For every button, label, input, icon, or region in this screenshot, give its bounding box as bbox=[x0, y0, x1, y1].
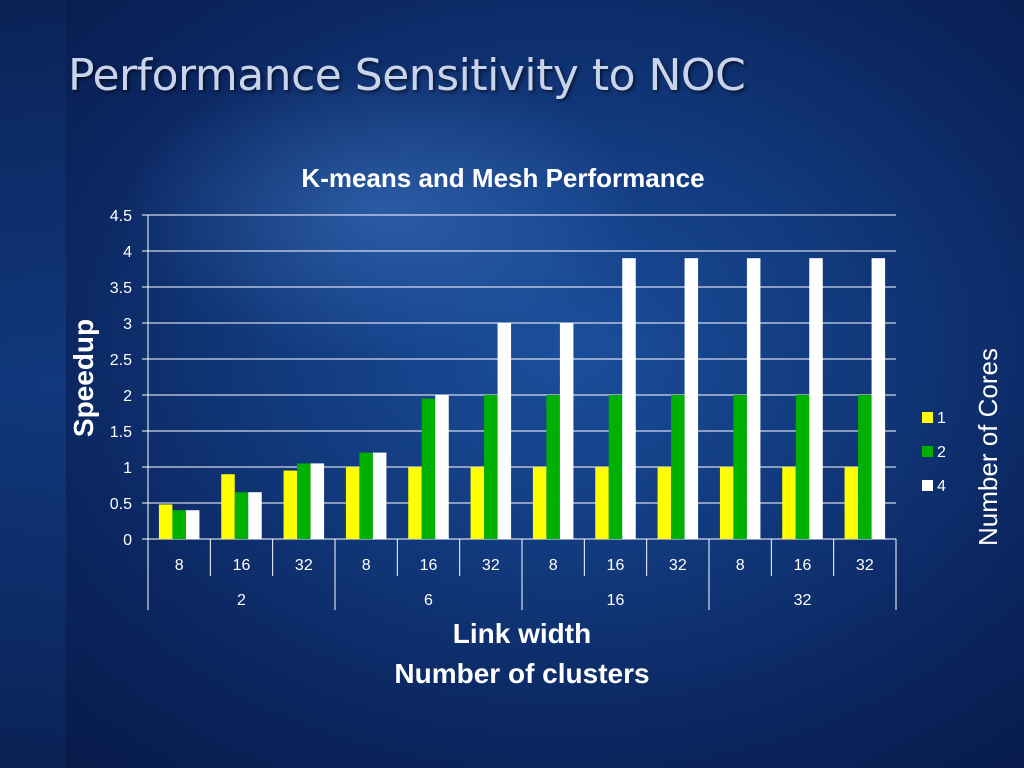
bar-series-2-cat-9 bbox=[671, 395, 685, 539]
bar-series-4-cat-6 bbox=[497, 323, 512, 539]
y-tick-label: 1 bbox=[123, 460, 132, 477]
left-accent-band bbox=[0, 0, 66, 768]
legend-swatch-1 bbox=[922, 412, 933, 423]
bar-series-2-cat-5 bbox=[421, 398, 436, 539]
x-tick-label: 32 bbox=[482, 557, 500, 574]
bar-series-1-cat-7 bbox=[532, 467, 547, 539]
legend-title: Number of Cores bbox=[973, 348, 1003, 546]
y-tick-label: 0.5 bbox=[110, 496, 132, 513]
y-tick-label: 3 bbox=[123, 316, 132, 333]
bar-series-4-cat-10 bbox=[746, 258, 761, 539]
legend-label-4: 4 bbox=[937, 478, 946, 495]
background-glow bbox=[120, 60, 640, 360]
x-tick-label: 16 bbox=[794, 557, 812, 574]
bar-series-1-cat-9 bbox=[657, 467, 672, 539]
bar-series-2-cat-8 bbox=[608, 395, 623, 539]
bar-series-4-cat-1 bbox=[185, 510, 200, 539]
x-tick-label: 16 bbox=[420, 557, 438, 574]
y-axis-title: Speedup bbox=[68, 319, 99, 437]
legend-label-2: 2 bbox=[937, 444, 946, 461]
y-tick-label: 1.5 bbox=[110, 424, 132, 441]
group-label: 6 bbox=[424, 592, 433, 609]
bar-series-2-cat-2 bbox=[234, 492, 249, 539]
bar-series-4-cat-12 bbox=[871, 258, 886, 539]
x-tick-label: 8 bbox=[175, 557, 184, 574]
x-tick-label: 8 bbox=[736, 557, 745, 574]
bar-series-4-cat-5 bbox=[435, 395, 449, 539]
y-tick-label: 0 bbox=[123, 532, 132, 549]
legend-label-1: 1 bbox=[937, 410, 946, 427]
legend-swatch-4 bbox=[922, 480, 933, 491]
x-axis-title-line1: Link width bbox=[453, 618, 591, 649]
x-axis-title-line2: Number of clusters bbox=[394, 658, 649, 689]
x-tick-label: 8 bbox=[549, 557, 558, 574]
bar-series-4-cat-4 bbox=[372, 452, 387, 539]
y-tick-label: 3.5 bbox=[110, 280, 132, 297]
x-tick-label: 16 bbox=[607, 557, 625, 574]
bar-series-1-cat-8 bbox=[595, 467, 609, 539]
bar-series-4-cat-7 bbox=[559, 323, 574, 539]
bar-series-2-cat-4 bbox=[359, 452, 373, 539]
bar-series-4-cat-9 bbox=[684, 258, 699, 539]
bar-series-2-cat-3 bbox=[297, 463, 311, 539]
x-tick-label: 32 bbox=[295, 557, 313, 574]
legend-swatch-2 bbox=[922, 446, 933, 457]
bar-series-2-cat-10 bbox=[733, 395, 747, 539]
bar-series-2-cat-11 bbox=[795, 395, 810, 539]
bar-series-1-cat-1 bbox=[158, 504, 173, 539]
x-tick-label: 32 bbox=[669, 557, 687, 574]
x-tick-label: 32 bbox=[856, 557, 874, 574]
bar-series-4-cat-11 bbox=[809, 258, 823, 539]
y-tick-label: 2 bbox=[123, 388, 132, 405]
bar-series-2-cat-6 bbox=[484, 395, 498, 539]
slide-title: Performance Sensitivity to NOC bbox=[68, 50, 746, 101]
bar-series-4-cat-8 bbox=[622, 258, 636, 539]
x-tick-label: 16 bbox=[233, 557, 251, 574]
group-label: 2 bbox=[237, 592, 246, 609]
group-label: 32 bbox=[794, 592, 812, 609]
bar-series-2-cat-12 bbox=[858, 395, 872, 539]
bar-series-1-cat-2 bbox=[221, 474, 235, 539]
chart-title: K-means and Mesh Performance bbox=[301, 163, 704, 193]
bar-series-1-cat-12 bbox=[844, 467, 859, 539]
bar-series-2-cat-1 bbox=[172, 510, 186, 539]
y-tick-label: 2.5 bbox=[110, 352, 132, 369]
group-label: 16 bbox=[607, 592, 625, 609]
bar-series-4-cat-2 bbox=[248, 492, 262, 539]
bar-series-1-cat-4 bbox=[345, 467, 360, 539]
bar-series-1-cat-5 bbox=[408, 467, 422, 539]
y-tick-label: 4.5 bbox=[110, 208, 132, 225]
y-tick-label: 4 bbox=[123, 244, 132, 261]
bar-series-2-cat-7 bbox=[546, 395, 560, 539]
bar-series-1-cat-11 bbox=[782, 467, 796, 539]
x-tick-label: 8 bbox=[362, 557, 371, 574]
bar-series-1-cat-6 bbox=[470, 467, 485, 539]
bar-series-4-cat-3 bbox=[310, 463, 325, 539]
bar-series-1-cat-3 bbox=[283, 470, 298, 539]
bar-series-1-cat-10 bbox=[719, 467, 734, 539]
